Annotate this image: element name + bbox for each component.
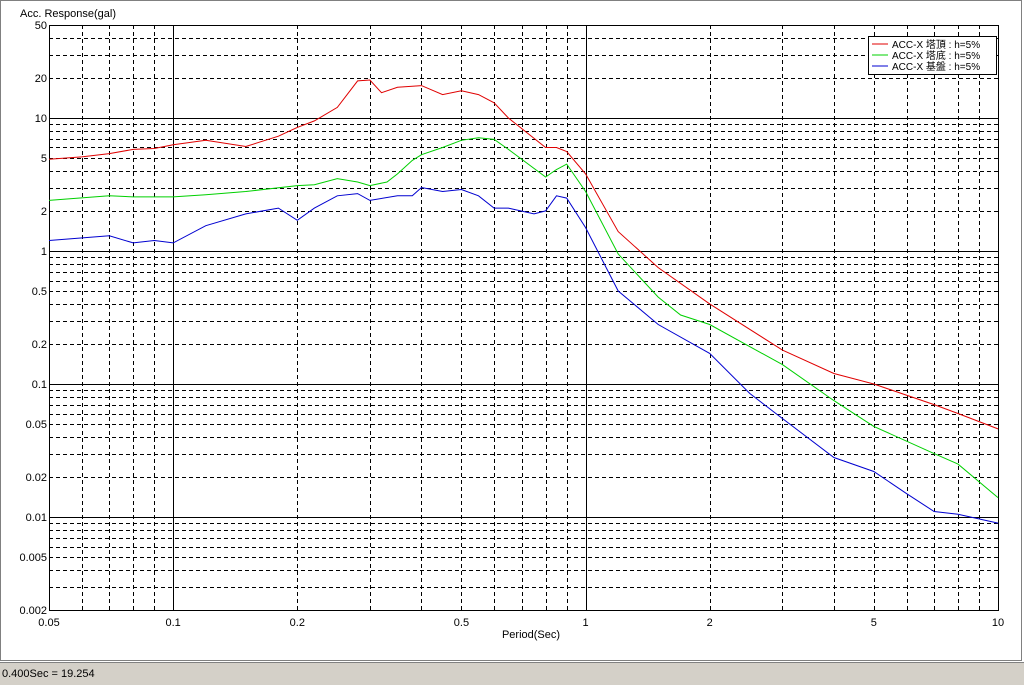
y-tick-label: 0.5 [32,286,47,298]
y-tick-label: 5 [41,153,47,165]
x-tick-label: 5 [871,617,877,629]
status-bar: 0.400Sec = 19.254 [0,662,1024,685]
chart: Acc. Response(gal) Period(Sec) 50 20 10 5 2 1… [0,0,1022,661]
series-line [48,79,999,430]
y-tick-label: 20 [35,73,47,85]
legend-box [868,36,997,75]
series-line [48,186,999,524]
x-axis-title: Period(Sec) [502,629,560,641]
x-tick-label: 10 [992,617,1004,629]
y-tick-label: 0.02 [26,472,47,484]
plot-frame [49,25,999,611]
y-tick-label: 1 [41,246,47,258]
x-tick-label: 2 [707,617,713,629]
y-tick-label: 0.2 [32,339,47,351]
y-tick-label: 0.01 [26,512,47,524]
window-frame [0,0,1022,661]
x-tick-label: 0.1 [166,617,181,629]
y-tick-label: 10 [35,113,47,125]
y-tick-label: 0.1 [32,379,47,391]
legend-label: ACC-X 塔頂 : h=5% [892,38,980,51]
y-axis-title: Acc. Response(gal) [20,8,116,20]
legend-label: ACC-X 塔底 : h=5% [892,49,980,62]
series-line [48,137,999,498]
y-tick-label: 50 [35,20,47,32]
x-tick-label: 1 [583,617,589,629]
x-tick-label: 0.05 [38,617,59,629]
x-tick-label: 0.2 [290,617,305,629]
x-tick-label: 0.5 [454,617,469,629]
y-tick-label: 0.002 [19,605,47,617]
y-tick-label: 2 [41,206,47,218]
legend-label: ACC-X 基盤 : h=5% [892,60,980,73]
y-tick-label: 0.05 [26,419,47,431]
y-tick-label: 0.005 [19,552,47,564]
